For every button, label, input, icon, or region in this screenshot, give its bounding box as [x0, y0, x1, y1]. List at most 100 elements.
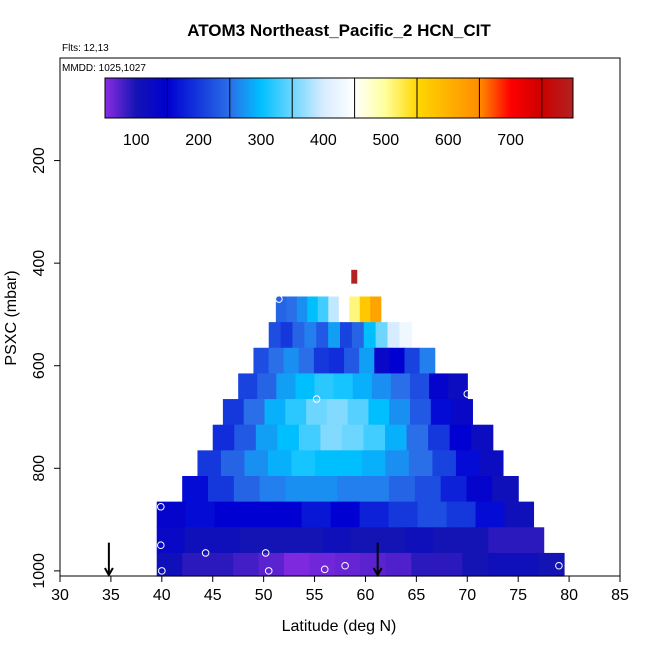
heatmap-cell-4-0	[222, 399, 245, 426]
heatmap-cell-5-11	[449, 424, 472, 451]
x-tick-label: 75	[509, 587, 527, 604]
sample-point-12	[555, 561, 563, 570]
heatmap-cell-6-11	[455, 450, 481, 477]
heatmap-cell-7-6	[337, 475, 364, 503]
heatmap-cell-5-1	[234, 424, 257, 451]
heatmap-cell-4-7	[368, 399, 390, 426]
colorbar-tick-label: 700	[497, 132, 524, 149]
heatmap-cell-8-3	[243, 501, 274, 528]
colorbar-tick-label: 600	[435, 132, 462, 149]
heatmap-cell-1-1	[280, 322, 294, 349]
plot-frame	[59, 57, 621, 577]
x-tick-label: 50	[255, 587, 273, 604]
heatmap-cell-9-11	[460, 527, 489, 554]
heatmap-cell-7-4	[285, 475, 313, 503]
heatmap-cell-5-2	[255, 424, 278, 451]
heatmap-cell-2-3	[298, 347, 315, 375]
heatmap-cell-9-10	[433, 527, 462, 554]
heatmap-cell-5-4	[298, 424, 322, 451]
heatmap-cell-3-1	[257, 373, 277, 400]
heatmap-cell-1-10	[387, 322, 400, 349]
heatmap-cell-6-4	[291, 450, 316, 477]
heatmap-cell-8-7	[359, 501, 390, 528]
heatmap-cell-6-5	[314, 450, 340, 477]
sample-point-7	[261, 549, 270, 557]
heatmap-cell-3-0	[238, 373, 258, 400]
heatmap-cell-2-5	[328, 347, 345, 375]
heatmap-cell-3-2	[276, 373, 297, 400]
location-arrow-0	[104, 542, 114, 577]
heatmap-cell-8-2	[214, 501, 245, 528]
heatmap-cell-10-8	[360, 552, 387, 577]
heatmap-cell-2-7	[359, 347, 375, 375]
heatmap-cell-9-2	[212, 527, 241, 554]
heatmap-cell-7-2	[233, 475, 261, 503]
x-tick-label: 30	[51, 587, 69, 604]
heatmap-cell-4-11	[451, 399, 473, 426]
colorbar-tick-label: 200	[185, 132, 212, 149]
heatmap-cell-0-1	[286, 296, 298, 323]
x-tick-label: 35	[102, 587, 120, 604]
heatmap-cell-1-4	[316, 322, 329, 349]
heatmap-cell-7-3	[259, 475, 287, 503]
sample-point-6	[201, 549, 210, 557]
heatmap-cell-0-8	[359, 296, 371, 323]
heatmap-cell-4-6	[347, 399, 370, 426]
heatmap-cell-7-11	[466, 475, 493, 503]
sample-point-8	[158, 567, 166, 575]
x-axis-label: Latitude (deg N)	[282, 618, 397, 635]
heatmap-cell-9-7	[350, 527, 379, 554]
heatmap-cell-9-4	[267, 527, 296, 554]
heatmap-cell-7-5	[311, 475, 338, 503]
heatmap-cell-10-13	[487, 552, 514, 577]
heatmap-cell-6-7	[361, 450, 387, 477]
heatmap-cell-5-7	[363, 424, 386, 451]
heatmap-cell-3-10	[429, 373, 449, 400]
heatmap-cell-6-10	[432, 450, 457, 477]
heatmap-cell-0-7	[349, 296, 361, 323]
heatmap-cell-0-9	[370, 296, 382, 323]
heatmap-cell-3-9	[410, 373, 430, 400]
heatmap-cell-2-2	[283, 347, 300, 375]
heatmap-cell-0-6	[338, 296, 350, 323]
heatmap-cell-0-2	[296, 296, 308, 323]
heatmap-cell-10-9	[385, 552, 412, 577]
heatmap-cell-5-8	[385, 424, 408, 451]
heatmap-cell-3-8	[390, 373, 411, 400]
heatmap-cell-1-2	[292, 322, 305, 349]
heatmap-cell-4-3	[285, 399, 307, 426]
x-tick-label: 55	[306, 587, 324, 604]
heatmap-cell-2-11	[419, 347, 436, 375]
y-tick-label: 800	[31, 455, 48, 482]
heatmap-cell-1-6	[340, 322, 353, 349]
heatmap-cell-1-7	[351, 322, 365, 349]
heatmap-cell-7-7	[363, 475, 390, 503]
heatmap-cell-3-11	[448, 373, 468, 400]
x-tick-label: 40	[153, 587, 171, 604]
heatmap-cell-2-8	[374, 347, 390, 375]
heatmap-cell-2-0	[253, 347, 270, 375]
x-tick-label: 60	[357, 587, 375, 604]
sample-point-1	[349, 284, 358, 293]
heatmap-cell-2-6	[344, 347, 360, 375]
sample-point-0	[275, 295, 283, 303]
x-tick-label: 45	[204, 587, 222, 604]
y-tick-label: 600	[31, 352, 48, 379]
heatmap-cell-9-1	[184, 527, 213, 554]
dates-label: MMDD: 1025,1027	[62, 63, 146, 74]
heatmap-cell-0-4	[317, 296, 329, 323]
sample-point-10	[320, 565, 329, 574]
heatmap-cell-5-9	[406, 424, 429, 451]
heatmap-cell-10-0	[156, 552, 183, 577]
heatmap-cell-3-7	[371, 373, 392, 400]
heatmap-cell-6-0	[197, 450, 222, 477]
heatmap-cell-1-9	[375, 322, 389, 349]
heatmap-cell-10-2	[207, 552, 234, 577]
heatmap-cell-10-5	[284, 552, 311, 577]
heatmap-cell-9-5	[294, 527, 324, 554]
x-tick-label: 80	[560, 587, 578, 604]
heatmap-cell-0-3	[307, 296, 319, 323]
heatmap-cell-5-3	[277, 424, 300, 451]
heatmap-cell-6-9	[408, 450, 434, 477]
